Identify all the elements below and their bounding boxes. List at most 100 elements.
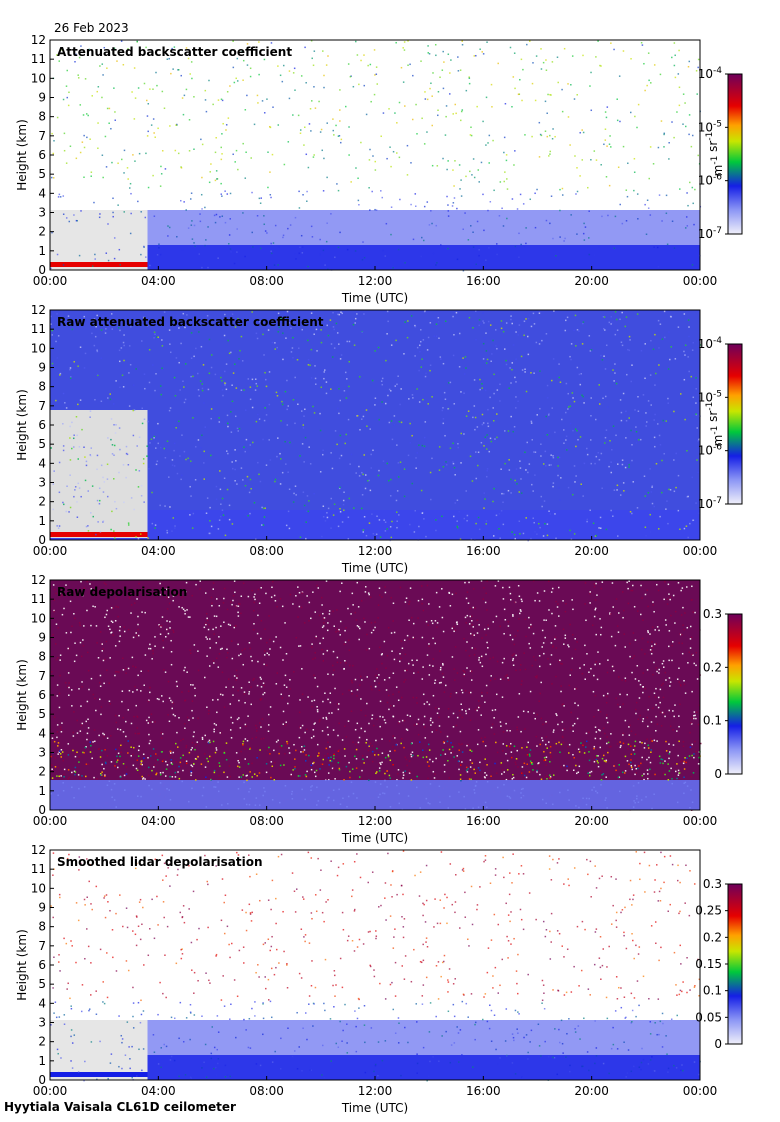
- y-axis-label: Height (km): [15, 929, 29, 1000]
- x-tick-label: 16:00: [466, 274, 501, 288]
- y-tick-label: 11: [31, 322, 46, 336]
- x-tick-label: 00:00: [683, 1084, 718, 1098]
- colorbar-tick-label: 0.05: [695, 1010, 722, 1024]
- y-tick-label: 3: [38, 1016, 46, 1030]
- y-tick-label: 7: [38, 129, 46, 143]
- colorbar-tick-label: 0.3: [703, 607, 722, 621]
- chart-title: Attenuated backscatter coefficient: [57, 45, 292, 59]
- x-tick-label: 00:00: [33, 544, 68, 558]
- y-tick-label: 3: [38, 476, 46, 490]
- y-tick-label: 6: [38, 418, 46, 432]
- y-tick-label: 3: [38, 746, 46, 760]
- y-tick-label: 4: [38, 726, 46, 740]
- y-tick-label: 7: [38, 399, 46, 413]
- y-tick-label: 5: [38, 977, 46, 991]
- y-axis-label: Height (km): [15, 119, 29, 190]
- x-tick-label: 20:00: [574, 1084, 609, 1098]
- y-tick-label: 11: [31, 52, 46, 66]
- x-tick-label: 08:00: [249, 814, 284, 828]
- y-tick-label: 9: [38, 361, 46, 375]
- x-tick-label: 12:00: [358, 274, 393, 288]
- y-tick-label: 6: [38, 958, 46, 972]
- colorbar-tick-label: 0: [714, 1037, 722, 1051]
- footer-label: Hyytiala Vaisala CL61D ceilometer: [4, 1100, 236, 1114]
- y-tick-label: 12: [31, 303, 46, 317]
- y-tick-label: 3: [38, 206, 46, 220]
- y-tick-label: 10: [31, 611, 46, 625]
- x-tick-label: 04:00: [141, 1084, 176, 1098]
- x-tick-label: 12:00: [358, 814, 393, 828]
- y-tick-label: 4: [38, 456, 46, 470]
- x-tick-label: 08:00: [249, 274, 284, 288]
- x-tick-label: 20:00: [574, 814, 609, 828]
- y-tick-label: 11: [31, 592, 46, 606]
- y-tick-label: 6: [38, 688, 46, 702]
- y-tick-label: 5: [38, 437, 46, 451]
- y-tick-label: 9: [38, 901, 46, 915]
- y-tick-label: 12: [31, 573, 46, 587]
- colorbar-tick-label: 0.1: [703, 984, 722, 998]
- y-tick-label: 1: [38, 1054, 46, 1068]
- colorbar: [728, 884, 742, 1044]
- y-axis-label: Height (km): [15, 389, 29, 460]
- x-tick-label: 16:00: [466, 1084, 501, 1098]
- x-tick-label: 20:00: [574, 544, 609, 558]
- chart-title: Raw depolarisation: [57, 585, 187, 599]
- x-tick-label: 16:00: [466, 544, 501, 558]
- x-tick-label: 00:00: [33, 814, 68, 828]
- colorbar-tick-label: 0.1: [703, 714, 722, 728]
- y-tick-label: 10: [31, 71, 46, 85]
- y-tick-label: 12: [31, 33, 46, 47]
- x-tick-label: 04:00: [141, 814, 176, 828]
- y-tick-label: 8: [38, 650, 46, 664]
- x-tick-label: 12:00: [358, 544, 393, 558]
- x-tick-label: 16:00: [466, 814, 501, 828]
- colorbar: [728, 344, 742, 504]
- colorbar-tick-label: 10-4: [698, 336, 723, 351]
- colorbar: [728, 74, 742, 234]
- y-tick-label: 10: [31, 341, 46, 355]
- y-tick-label: 5: [38, 707, 46, 721]
- y-tick-label: 9: [38, 631, 46, 645]
- colorbar-tick-label: 10-7: [698, 226, 722, 241]
- y-tick-label: 10: [31, 881, 46, 895]
- y-tick-label: 1: [38, 784, 46, 798]
- y-tick-label: 7: [38, 939, 46, 953]
- x-tick-label: 20:00: [574, 274, 609, 288]
- colorbar-tick-label: 0.25: [695, 904, 722, 918]
- y-tick-label: 2: [38, 765, 46, 779]
- y-tick-label: 9: [38, 91, 46, 105]
- x-tick-label: 08:00: [249, 1084, 284, 1098]
- x-tick-label: 08:00: [249, 544, 284, 558]
- colorbar-tick-label: 10-7: [698, 496, 722, 511]
- colorbar-tick-label: 10-4: [698, 66, 723, 81]
- colorbar-tick-label: 0.3: [703, 877, 722, 891]
- x-tick-label: 00:00: [33, 1084, 68, 1098]
- y-tick-label: 11: [31, 862, 46, 876]
- y-tick-label: 4: [38, 186, 46, 200]
- y-tick-label: 8: [38, 380, 46, 394]
- chart-title: Raw attenuated backscatter coefficient: [57, 315, 324, 329]
- y-tick-label: 7: [38, 669, 46, 683]
- colorbar-tick-label: 0.2: [703, 660, 722, 674]
- y-tick-label: 5: [38, 167, 46, 181]
- y-tick-label: 2: [38, 1035, 46, 1049]
- y-tick-label: 2: [38, 225, 46, 239]
- chart-title: Smoothed lidar depolarisation: [57, 855, 263, 869]
- y-tick-label: 1: [38, 514, 46, 528]
- colorbar-tick-label: 0.2: [703, 930, 722, 944]
- x-tick-label: 00:00: [683, 814, 718, 828]
- x-tick-label: 00:00: [33, 274, 68, 288]
- x-axis-label: Time (UTC): [341, 1101, 408, 1115]
- y-tick-label: 2: [38, 495, 46, 509]
- colorbar: [728, 614, 742, 774]
- y-tick-label: 1: [38, 244, 46, 258]
- x-tick-label: 04:00: [141, 274, 176, 288]
- colorbar-unit-label: m-1 sr-1: [705, 402, 725, 447]
- colorbar-tick-label: 0: [714, 767, 722, 781]
- heatmap-texture: [50, 310, 701, 541]
- x-tick-label: 04:00: [141, 544, 176, 558]
